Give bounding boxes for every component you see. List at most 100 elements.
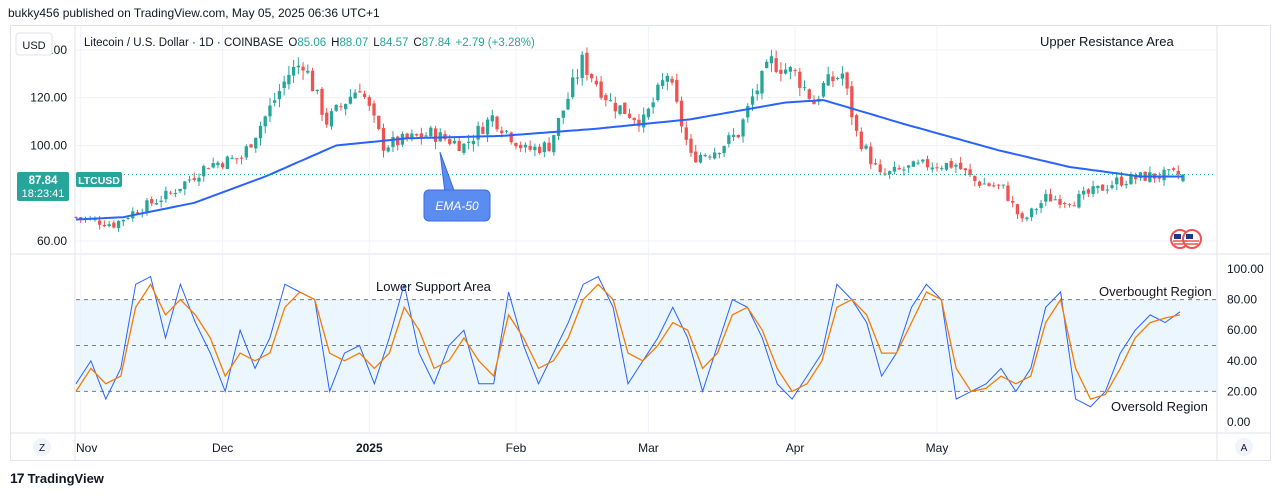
price-tag-countdown: 18:23:41	[22, 188, 65, 200]
stoch-tick-label: 0.00	[1227, 415, 1251, 429]
candle-body	[779, 69, 783, 74]
candle-body	[897, 167, 901, 170]
candle-body	[1039, 203, 1043, 209]
candle-body	[944, 163, 949, 170]
time-tick-label: Feb	[506, 441, 527, 455]
candle-body	[523, 144, 528, 148]
svg-text:Z: Z	[39, 443, 45, 454]
candle-body	[197, 177, 201, 182]
candle-body	[112, 222, 116, 228]
z-button[interactable]: Z	[33, 438, 51, 456]
candle-body	[963, 168, 968, 171]
candle-body	[949, 160, 953, 168]
candle-body	[1025, 217, 1029, 220]
candle-body	[348, 96, 353, 104]
candle-body	[769, 56, 774, 64]
candle-body	[1091, 186, 1095, 194]
candle-body	[448, 139, 452, 145]
tradingview-logo[interactable]: 17 TradingView	[10, 470, 104, 486]
candle-body	[731, 134, 736, 137]
candle-body	[452, 140, 457, 144]
candle-body	[821, 82, 826, 97]
candle-body	[670, 78, 674, 83]
candle-body	[334, 104, 338, 111]
candle-body	[173, 193, 178, 195]
candle-body	[414, 134, 419, 136]
candle-body	[883, 173, 887, 175]
candle-body	[514, 142, 518, 147]
candle-body	[353, 92, 357, 99]
candle-body	[519, 144, 523, 149]
svg-text:A: A	[1241, 443, 1248, 454]
candle-body	[1157, 177, 1162, 179]
a-button[interactable]: A	[1235, 438, 1253, 456]
stoch-tick-label: 40.00	[1227, 354, 1257, 368]
candle-body	[216, 162, 220, 166]
ema-callout: EMA-50	[423, 151, 491, 222]
candle-body	[1115, 177, 1119, 185]
publisher-header: bukky456 published on TradingView.com, M…	[8, 6, 380, 20]
candle-body	[665, 75, 670, 82]
candle-body	[1058, 199, 1062, 205]
candle-body	[627, 113, 632, 118]
candle-body	[755, 90, 759, 95]
candle-body	[362, 93, 367, 98]
candle-body	[977, 181, 982, 186]
candle-body	[1081, 190, 1086, 195]
currency-box[interactable]	[15, 32, 53, 56]
ema-50-line	[75, 99, 1183, 221]
candle-body	[854, 115, 859, 131]
candle-body	[1171, 168, 1176, 170]
candle-body	[343, 103, 348, 110]
candle-body	[589, 74, 594, 79]
candle-body	[1053, 199, 1057, 201]
candle-body	[1124, 184, 1128, 186]
candle-body	[930, 167, 934, 170]
time-tick-label: 2025	[356, 441, 383, 455]
price-tag-price: 87.84	[29, 175, 58, 187]
chart-frame	[10, 25, 1271, 461]
candle-body	[646, 108, 651, 118]
candle-body	[859, 131, 863, 150]
candle-body	[1020, 213, 1024, 219]
candle-body	[410, 133, 414, 138]
candle-body	[765, 61, 769, 68]
candle-body	[632, 117, 636, 121]
candle-body	[1077, 193, 1081, 208]
candle-body	[367, 97, 371, 106]
candle-body	[405, 133, 409, 139]
stoch-tick-label: 80.00	[1227, 293, 1257, 307]
time-tick-label: Dec	[212, 441, 233, 455]
tradingview-logo-text: TradingView	[27, 470, 104, 486]
candle-body	[187, 179, 192, 181]
candle-body	[594, 80, 599, 85]
time-tick-label: Mar	[638, 441, 659, 455]
flag-icon[interactable]	[1170, 229, 1202, 249]
candle-body	[533, 146, 537, 151]
candle-body	[1110, 185, 1114, 188]
candle-body	[1119, 176, 1124, 186]
candle-body	[1181, 174, 1185, 182]
candle-body	[571, 77, 575, 98]
candle-body	[675, 79, 679, 102]
candle-body	[254, 137, 258, 149]
candle-body	[973, 176, 977, 182]
candle-body	[954, 164, 958, 167]
stoch-levels	[76, 299, 1216, 392]
candle-body	[637, 119, 641, 127]
candle-body	[206, 168, 211, 170]
candle-body	[599, 81, 603, 98]
candle-body	[793, 70, 797, 72]
stoch-d-line	[75, 282, 1181, 400]
candle-body	[802, 87, 807, 89]
candle-body	[396, 136, 400, 146]
currency-label: USD	[22, 40, 45, 52]
lower-support-label: Lower Support Area	[376, 279, 492, 294]
candle-body	[377, 115, 381, 129]
candle-body	[310, 70, 315, 92]
price-tag: 87.84 18:23:41 LTCUSD	[17, 172, 122, 201]
candle-body	[623, 102, 627, 115]
candle-body	[457, 140, 461, 151]
candle-body	[831, 76, 835, 82]
